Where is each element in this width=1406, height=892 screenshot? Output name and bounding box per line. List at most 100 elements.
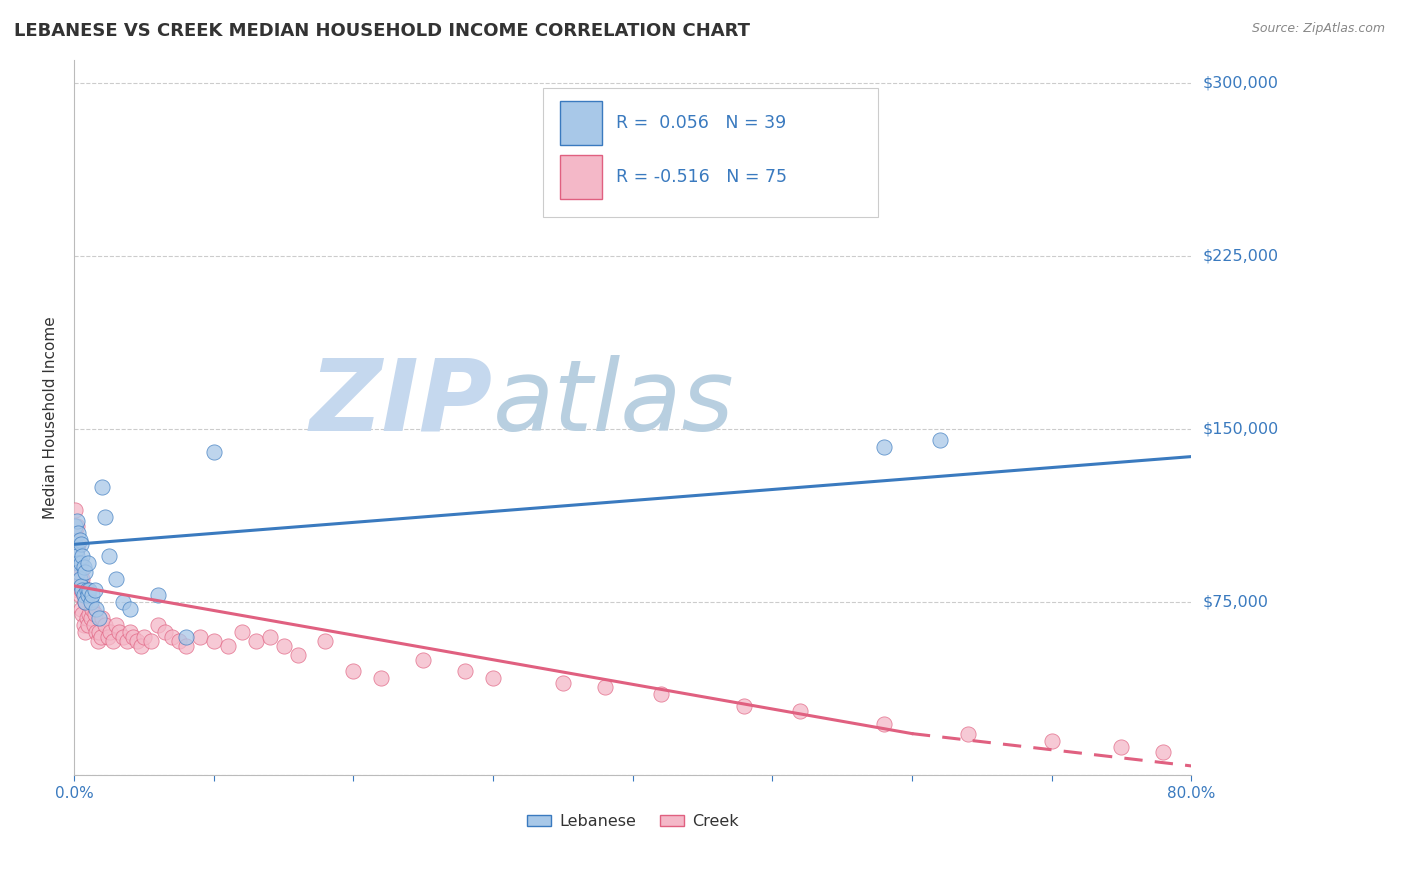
Point (65, 502, 87, 516)
Point (125, 634, 148, 648)
Point (67, 537, 90, 551)
Point (956, 726, 979, 740)
Point (66, 541, 89, 556)
Point (65, 525, 87, 540)
Point (91, 480, 114, 494)
Point (202, 634, 225, 648)
Point (217, 639, 239, 653)
Point (111, 595, 134, 609)
Point (66, 541, 89, 556)
Point (79, 583, 101, 598)
Point (412, 653, 434, 667)
Point (66, 514, 89, 528)
Point (593, 681, 616, 695)
Point (75, 565, 97, 579)
Point (111, 630, 134, 644)
Point (70, 579, 93, 593)
Point (153, 625, 176, 640)
Point (69, 588, 91, 602)
Point (67, 565, 90, 579)
Point (231, 625, 253, 640)
Point (70, 602, 93, 616)
Point (188, 630, 211, 644)
FancyBboxPatch shape (560, 101, 602, 145)
Point (69, 533, 91, 547)
Point (80, 611, 103, 625)
FancyBboxPatch shape (560, 155, 602, 199)
Point (1111, 740, 1133, 755)
Legend: Lebanese, Creek: Lebanese, Creek (520, 807, 745, 835)
Text: $300,000: $300,000 (1202, 75, 1278, 90)
Text: R =  0.056   N = 39: R = 0.056 N = 39 (616, 114, 786, 132)
Point (77, 588, 100, 602)
Point (69, 556, 91, 570)
Point (76, 611, 98, 625)
Point (94, 509, 117, 524)
Point (97, 630, 120, 644)
Point (245, 634, 267, 648)
Point (82, 588, 104, 602)
Point (89, 625, 111, 640)
Text: atlas: atlas (494, 354, 734, 451)
Point (82, 602, 104, 616)
Point (73, 588, 96, 602)
Point (146, 618, 169, 632)
Point (89, 611, 111, 625)
Point (551, 675, 574, 690)
Point (287, 648, 309, 662)
Point (100, 625, 122, 640)
Point (342, 665, 364, 679)
Y-axis label: Median Household Income: Median Household Income (44, 316, 58, 519)
Point (132, 630, 155, 644)
Text: LEBANESE VS CREEK MEDIAN HOUSEHOLD INCOME CORRELATION CHART: LEBANESE VS CREEK MEDIAN HOUSEHOLD INCOM… (14, 22, 749, 40)
Point (77, 556, 100, 570)
Point (482, 671, 505, 685)
Point (84, 607, 107, 621)
Point (174, 630, 197, 644)
Point (67, 565, 90, 579)
Point (75, 595, 97, 609)
Point (70, 583, 93, 598)
Point (65, 519, 87, 533)
Point (650, 687, 672, 701)
Point (65, 537, 87, 551)
Point (70, 565, 93, 579)
Point (1152, 745, 1174, 759)
Point (873, 441, 896, 455)
Point (77, 583, 100, 598)
Point (75, 595, 97, 609)
Point (69, 572, 91, 586)
Point (72, 572, 94, 586)
Point (66, 519, 89, 533)
Point (73, 618, 96, 632)
Point (73, 560, 96, 574)
Text: $150,000: $150,000 (1202, 421, 1278, 436)
Point (107, 625, 129, 640)
Point (77, 618, 100, 632)
Point (79, 607, 101, 621)
Point (87, 634, 110, 648)
Point (202, 445, 225, 459)
Point (66, 560, 89, 574)
Point (83, 618, 105, 632)
Point (72, 549, 94, 563)
Point (67, 556, 90, 570)
Point (91, 611, 114, 625)
Point (94, 618, 117, 632)
Point (86, 625, 108, 640)
Point (167, 634, 190, 648)
Point (73, 583, 96, 598)
Text: R = -0.516   N = 75: R = -0.516 N = 75 (616, 168, 787, 186)
Point (174, 639, 197, 653)
Text: $75,000: $75,000 (1202, 595, 1268, 609)
Point (1040, 733, 1063, 747)
Text: Source: ZipAtlas.com: Source: ZipAtlas.com (1251, 22, 1385, 36)
Point (84, 583, 107, 598)
Point (121, 630, 143, 644)
Text: $225,000: $225,000 (1202, 248, 1278, 263)
Point (139, 634, 162, 648)
Point (314, 634, 336, 648)
Point (72, 607, 94, 621)
Point (70, 556, 93, 570)
Point (160, 630, 183, 644)
